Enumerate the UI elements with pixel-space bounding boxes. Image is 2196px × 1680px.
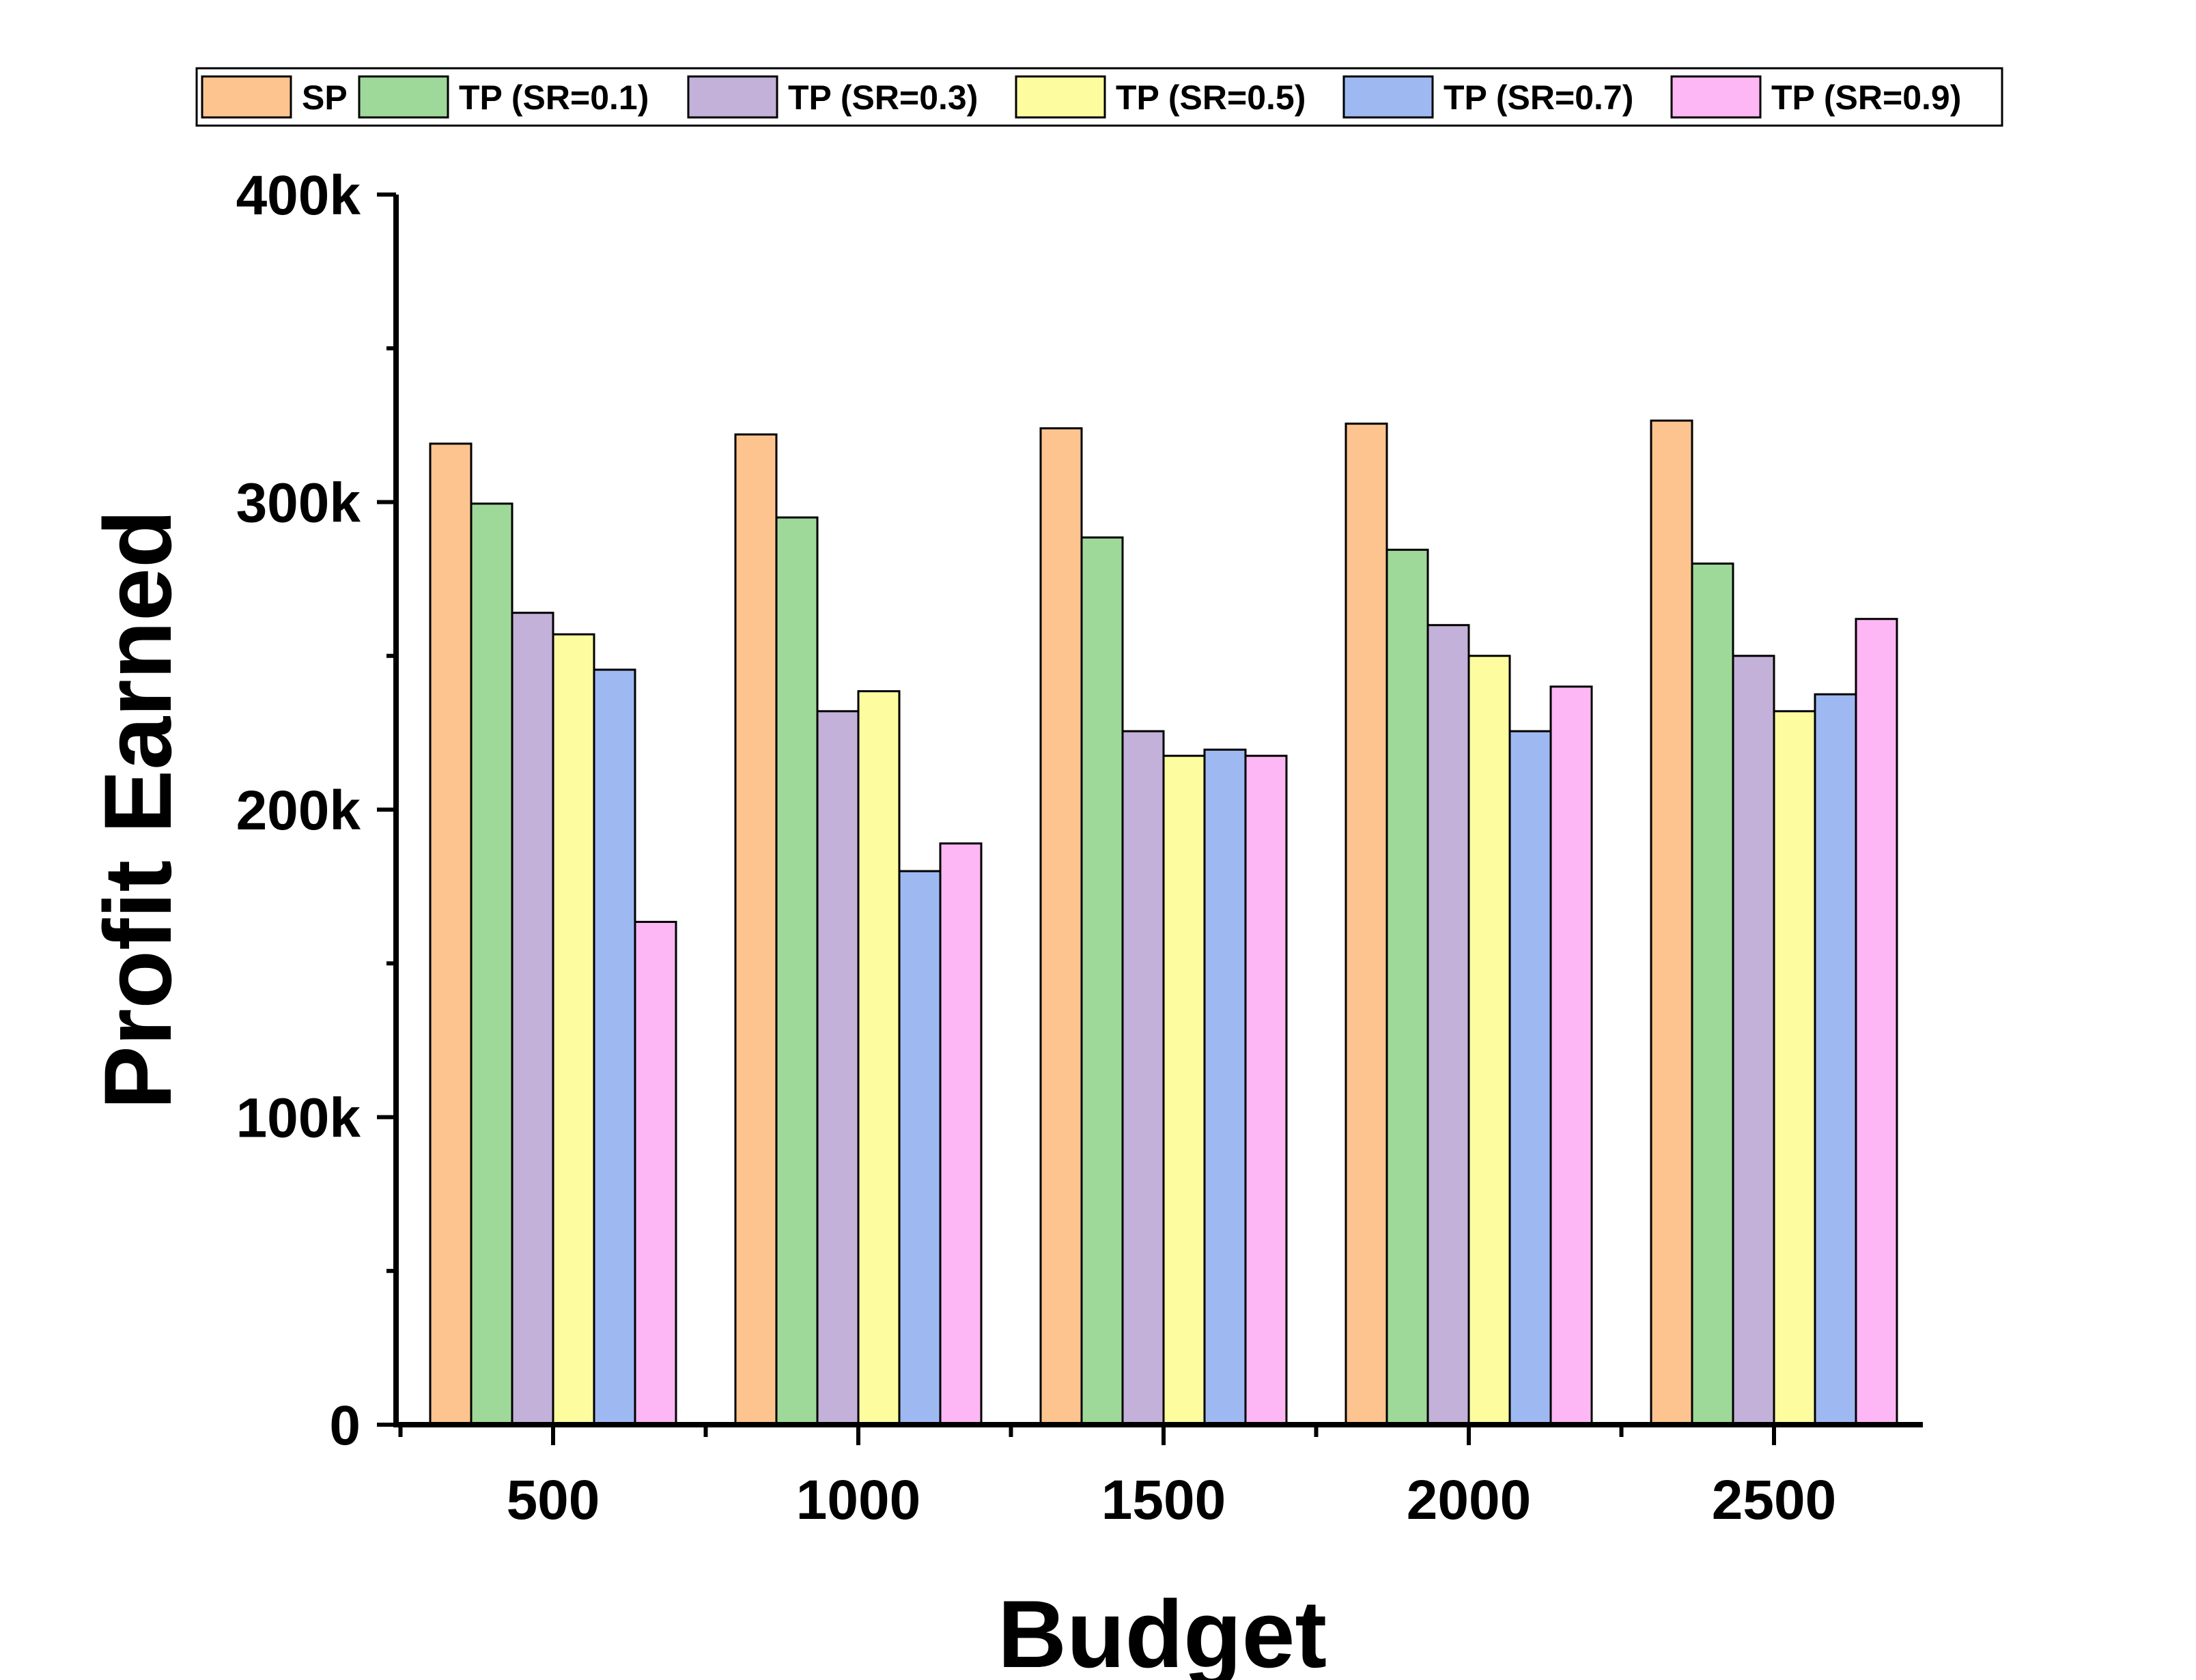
bar	[1244, 754, 1288, 1426]
bar	[593, 668, 636, 1426]
legend-swatch	[358, 75, 449, 119]
x-tick-label: 2000	[1407, 1469, 1531, 1531]
y-axis-title: Profit Earned	[84, 509, 191, 1109]
bar	[1039, 427, 1083, 1426]
legend-swatch	[201, 75, 292, 119]
legend-label: TP (SR=0.5)	[1116, 79, 1306, 117]
legend-label: TP (SR=0.9)	[1771, 79, 1961, 117]
legend-label: TP (SR=0.1)	[459, 79, 649, 117]
bar	[511, 612, 554, 1426]
legend: SP TP (SR=0.1) TP (SR=0.3) TP (SR=0.5) TP (S…	[201, 75, 1961, 119]
bar	[1650, 419, 1693, 1426]
legend-label: TP (SR=0.7)	[1444, 79, 1633, 117]
y-tick-label: 300k	[236, 472, 361, 535]
bar	[816, 710, 860, 1426]
bar	[734, 433, 778, 1426]
y-tick-label: 200k	[236, 780, 361, 842]
bar	[1385, 548, 1429, 1426]
bar	[1814, 693, 1857, 1426]
x-axis-title: Budget	[998, 1580, 1327, 1680]
x-tick-label: 500	[507, 1469, 600, 1531]
bar	[1467, 655, 1511, 1426]
y-tick-label: 0	[329, 1395, 361, 1457]
bar	[939, 842, 983, 1426]
bar	[1203, 748, 1247, 1426]
bar	[634, 920, 677, 1426]
y-tick-label: 400k	[236, 165, 361, 227]
bar	[857, 690, 901, 1426]
legend-swatch	[1342, 75, 1434, 119]
x-tick-label: 1000	[796, 1469, 920, 1531]
bar	[1345, 423, 1388, 1426]
bar	[1162, 754, 1206, 1426]
legend-swatch	[687, 75, 778, 119]
x-tick-label: 1500	[1101, 1469, 1226, 1531]
bar	[1732, 655, 1775, 1426]
bar	[1773, 710, 1816, 1426]
bar	[1855, 618, 1898, 1426]
legend-swatch	[1670, 75, 1762, 119]
x-ticks: 500 1000 1500 2000 2500	[398, 1425, 1836, 1531]
bar	[552, 633, 595, 1426]
x-tick-label: 2500	[1712, 1469, 1836, 1531]
bar	[775, 516, 819, 1426]
legend-label: SP	[302, 79, 348, 117]
y-tick-label: 100k	[236, 1087, 361, 1150]
bars	[429, 419, 1898, 1426]
bar	[1426, 624, 1470, 1426]
bar	[1549, 685, 1593, 1426]
bar	[898, 870, 942, 1426]
bar	[1691, 563, 1734, 1426]
legend-label: TP (SR=0.3)	[788, 79, 978, 117]
bar	[1080, 536, 1124, 1426]
bar	[1121, 730, 1165, 1426]
bar	[1508, 730, 1552, 1426]
legend-swatch	[1015, 75, 1106, 119]
bar	[429, 442, 473, 1426]
bar	[470, 502, 513, 1426]
y-ticks: 0 100k 200k 300k 400k	[236, 165, 396, 1457]
